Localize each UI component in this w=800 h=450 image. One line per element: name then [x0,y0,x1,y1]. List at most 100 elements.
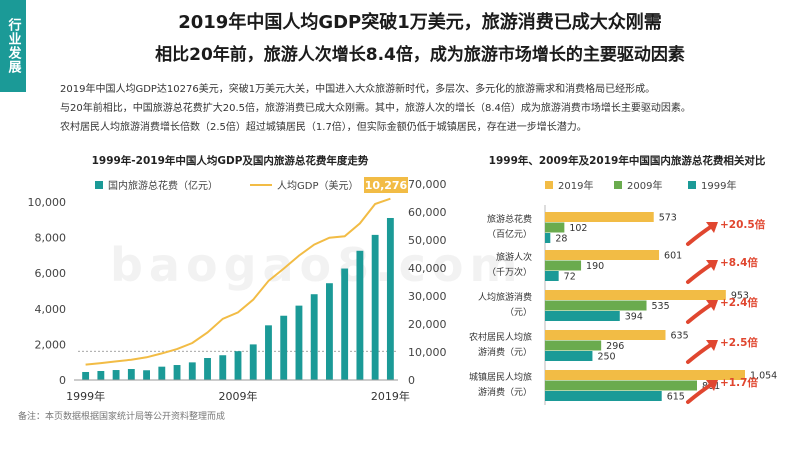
bar-2015 [326,283,333,380]
left-chart: 0 2,000 4,000 6,000 8,000 10,000 0 10,000 20,000… [28,177,447,403]
growth-arrow [686,262,714,284]
x-tick-label: 2019年 [371,389,410,403]
left-axis-tick-label: 2,000 [35,338,67,351]
right-legend-1999: 1999年 [688,177,736,192]
bar-1999年 [545,233,551,243]
section-tag: 行业发展 [0,0,26,92]
growth-arrow-head [706,300,718,311]
bar-1999年 [545,311,620,321]
bar-2009 [234,351,242,380]
bar-2019 [386,217,394,380]
bar-1999年 [545,271,559,281]
left-chart-legend-line: 人均GDP（美元） [250,177,358,192]
intro-line-3: 农村居民人均旅游消费增长倍数（2.5倍）超过城镇居民（1.7倍），但实际金额仍低… [60,122,587,133]
bar-2011 [265,325,272,380]
bar-2005 [173,365,181,380]
left-axis-tick-label: 4,000 [35,303,67,316]
growth-label: +2.5倍 [720,336,758,349]
right-legend-2019: 2019年 [545,177,593,192]
bar-value-label: 615 [667,392,685,403]
bar-2009年 [545,340,602,351]
bar-value-label: 72 [564,272,576,283]
left-axis-tick-label: 10,000 [28,196,67,209]
legend-bar-label: 国内旅游总花费（亿元） [108,181,218,192]
bar-value-label: 250 [597,352,615,363]
intro-line-1: 2019年中国人均GDP达10276美元，突破1万美元大关，中国进入大众旅游新时… [60,84,656,95]
legend-2019-label: 2019年 [558,181,594,192]
growth-arrow [686,224,714,246]
bar-value-label: 953 [731,291,749,302]
right-axis-tick-label: 70,000 [408,178,447,191]
bar-2017 [356,250,364,380]
bar-2009年 [545,260,582,271]
bar-2019年 [545,212,654,222]
bar-2002 [127,369,135,380]
right-axis-tick-label: 50,000 [408,234,447,247]
bar-2009年 [545,380,697,391]
category-label-line2: 游消费（元） [478,386,532,398]
bar-2000 [97,371,105,380]
left-chart-title: 1999年-2019年中国人均GDP及国内旅游总花费年度走势 [91,155,369,167]
bar-2014 [310,294,318,380]
intro-text: 2019年中国人均GDP达10276美元，突破1万美元大关，中国进入大众旅游新时… [60,80,795,137]
bar-value-label: 1,054 [750,371,777,382]
right-axis-tick-label: 10,000 [408,346,447,359]
category-label-line1: 城镇居民人均旅 [469,371,532,383]
growth-arrow-head [706,222,718,233]
bar-value-label: 190 [586,261,604,272]
bar-2010 [249,344,257,380]
growth-arrow-head [706,340,718,351]
bar-value-label: 635 [670,331,688,342]
bar-value-label: 601 [664,251,682,262]
legend-line-label: 人均GDP（美元） [277,181,359,192]
left-axis-tick-label: 8,000 [35,232,67,245]
category-label-line1: 人均旅游消费 [478,291,532,303]
intro-line-2: 与20年前相比，中国旅游总花费扩大20.5倍，旅游消费已成大众刚需。其中，旅游人… [60,103,691,114]
growth-arrow-head [706,260,718,271]
right-axis-tick-label: 0 [408,374,415,387]
legend-swatch-line [250,183,272,186]
category-label-line2: （千万次） [487,266,532,278]
bar-2012 [280,315,288,380]
right-axis-tick-label: 40,000 [408,262,447,275]
growth-arrow-head [706,380,718,391]
right-axis-tick-label: 60,000 [408,206,447,219]
bar-2007 [204,358,211,380]
bar-1999 [82,371,90,380]
category-label-line2: （百亿元） [487,228,532,240]
growth-label: +8.4倍 [720,256,758,269]
bar-2003 [143,370,150,380]
left-axis-tick-label: 0 [59,374,66,387]
bar-2018 [371,234,379,380]
category-label-line1: 旅游总花费 [487,213,532,225]
bar-2001 [112,370,120,380]
x-tick-label: 1999年 [66,389,105,403]
legend-2009-label: 2009年 [627,181,663,192]
left-axis-tick-label: 6,000 [35,267,67,280]
bar-value-label: 535 [652,301,670,312]
bar-2008 [219,355,227,380]
highlight-label: 10,276 [365,179,408,192]
page-subtitle: 相比20年前，旅游人次增长8.4倍，成为旅游市场增长的主要驱动因素 [155,45,685,65]
bar-2013 [295,305,303,380]
growth-arrow [686,342,714,364]
legend-1999-label: 1999年 [701,181,737,192]
bar-value-label: 394 [625,312,643,323]
highlight-label-bg [364,177,408,193]
category-label-line2: （元） [505,307,532,318]
bar-2009年 [545,300,647,311]
bar-2016 [341,268,349,380]
bar-2019年 [545,370,745,380]
bar-2009年 [545,222,565,233]
right-chart-title: 1999年、2009年及2019年中国国内旅游总花费相关对比 [488,155,766,167]
footnote: 备注：本页数据根据国家统计局等公开资料整理而成 [18,412,226,422]
bar-2004 [158,366,166,380]
left-chart-legend-bar: 国内旅游总花费（亿元） [95,177,218,192]
legend-swatch-bar [95,180,103,189]
bar-1999年 [545,351,593,361]
x-tick-label: 2009年 [219,389,258,403]
bar-2019年 [545,330,666,340]
right-axis-tick-label: 30,000 [408,290,447,303]
bar-2019年 [545,250,660,260]
